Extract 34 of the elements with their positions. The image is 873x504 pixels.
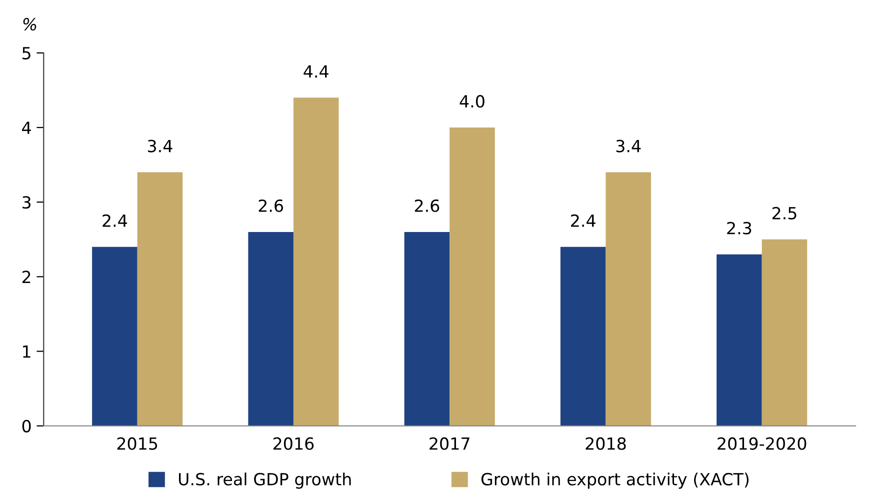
legend-label: Growth in export activity (XACT) — [481, 472, 749, 489]
x-tick-label: 2019-2020 — [718, 437, 806, 450]
legend-label: U.S. real GDP growth — [179, 472, 351, 489]
y-axis-title: % — [23, 18, 36, 31]
bar — [404, 232, 450, 426]
x-tick-label: 2018 — [586, 437, 626, 450]
data-label: 2.4 — [571, 214, 596, 227]
y-tick-label: 1 — [23, 345, 30, 358]
bar — [293, 98, 339, 426]
bar — [450, 128, 495, 426]
bar — [560, 246, 606, 426]
y-tick-label: 2 — [22, 270, 30, 284]
bar — [248, 232, 294, 426]
x-tick-label: 2015 — [117, 437, 158, 450]
x-tick-label: 2017 — [430, 437, 470, 450]
bar — [137, 172, 183, 426]
data-label: 2.6 — [414, 199, 440, 212]
data-label: 2.5 — [772, 206, 796, 220]
data-label: 4.4 — [304, 65, 328, 78]
bar — [92, 246, 138, 426]
data-label: 4.0 — [460, 95, 484, 108]
data-label: 2.3 — [727, 222, 752, 234]
y-tick-label: 0 — [22, 420, 31, 432]
bar — [762, 239, 808, 426]
y-tick-label: 4 — [22, 122, 31, 134]
y-tick-label: 3 — [22, 196, 31, 209]
data-label: 2.6 — [258, 199, 284, 212]
x-tick-label: 2016 — [273, 437, 314, 450]
bar — [716, 254, 762, 426]
y-tick-label: 5 — [22, 47, 30, 60]
data-label: 3.4 — [148, 140, 172, 152]
data-label: 2.4 — [102, 214, 128, 227]
data-label: 3.4 — [616, 140, 641, 152]
bar — [606, 172, 652, 426]
